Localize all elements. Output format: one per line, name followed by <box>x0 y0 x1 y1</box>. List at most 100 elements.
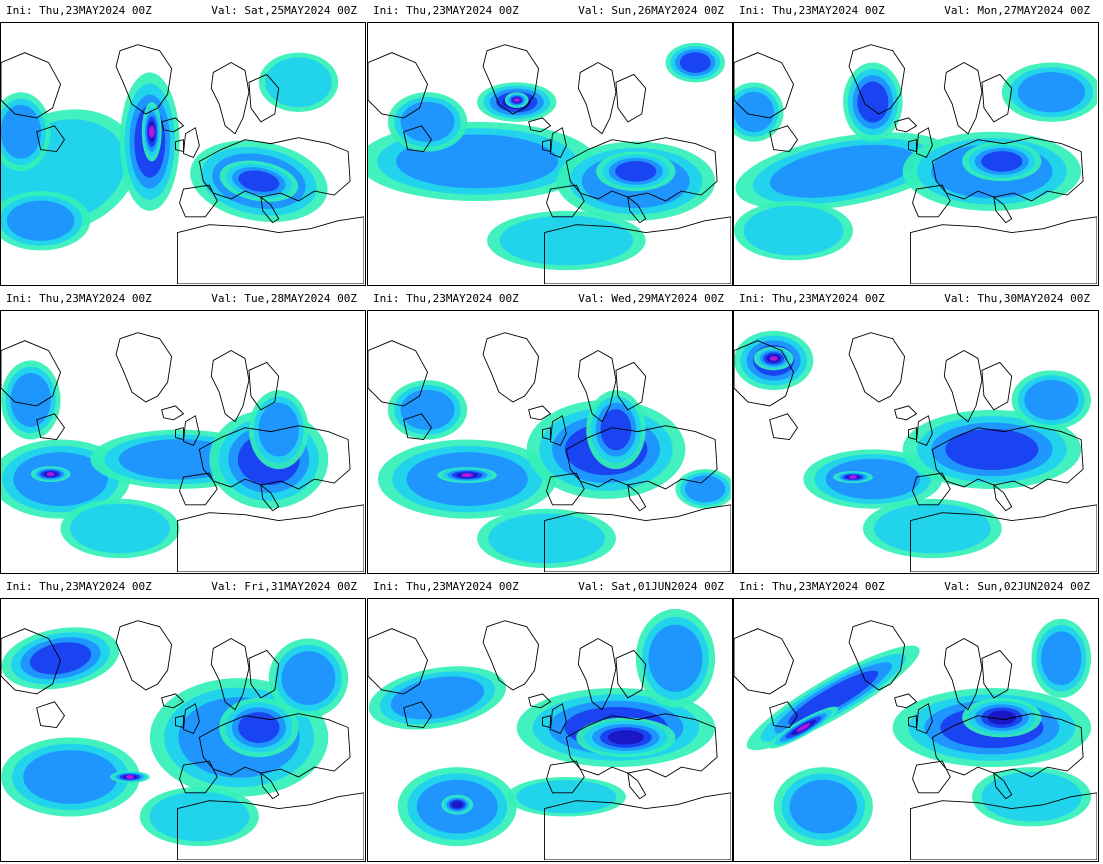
valid-time-label: Val: Sun,02JUN2024 00Z <box>944 580 1090 593</box>
coastline <box>546 472 585 506</box>
coastline <box>260 483 280 512</box>
coastline <box>210 638 250 711</box>
init-time-label: Ini: Thu,23MAY2024 00Z <box>6 4 152 17</box>
precip-contour <box>118 439 241 480</box>
precip-contour <box>1017 72 1086 113</box>
coastline <box>177 504 364 572</box>
valid-time-label: Val: Mon,27MAY2024 00Z <box>944 4 1090 17</box>
coastline <box>615 649 647 699</box>
precip-contour <box>788 670 879 726</box>
coastline <box>403 701 433 728</box>
panel-header: Ini: Thu,23MAY2024 00Z Val: Fri,31MAY2024… <box>0 576 367 598</box>
coastline <box>910 792 1097 860</box>
coastline <box>931 425 1084 490</box>
coastline <box>115 620 173 691</box>
coastline <box>115 332 173 403</box>
precip-contour <box>769 144 917 198</box>
init-time-label: Ini: Thu,23MAY2024 00Z <box>739 292 885 305</box>
coastline <box>544 216 731 284</box>
coastline <box>482 620 540 691</box>
precip-contour <box>743 205 844 256</box>
precip-contour <box>125 774 134 779</box>
precip-contour <box>513 98 520 103</box>
precipitation-map <box>733 22 1099 286</box>
coastline <box>981 361 1013 411</box>
map-field <box>368 608 731 860</box>
coastline <box>912 760 951 794</box>
panel-header: Ini: Thu,23MAY2024 00Z Val: Sun,26MAY2024… <box>367 0 734 22</box>
coastline <box>943 350 983 423</box>
precip-contour <box>461 473 474 478</box>
precip-contour <box>1024 379 1079 421</box>
precipitation-map <box>733 598 1099 862</box>
coastline <box>179 472 218 506</box>
coastline <box>565 425 718 490</box>
coastline <box>848 620 906 691</box>
coastline <box>198 137 351 202</box>
precip-contour <box>6 200 75 241</box>
coastline <box>542 427 551 441</box>
panel-header: Ini: Thu,23MAY2024 00Z Val: Tue,28MAY2024… <box>0 288 367 310</box>
coastline <box>36 413 66 440</box>
precip-contour <box>734 91 775 133</box>
coastline <box>981 73 1013 123</box>
coastline <box>482 44 540 115</box>
init-time-label: Ini: Thu,23MAY2024 00Z <box>739 580 885 593</box>
forecast-panel: Ini: Thu,23MAY2024 00Z Val: Sat,01JUN2024… <box>367 576 734 864</box>
coastline <box>943 62 983 135</box>
coastline <box>175 715 184 729</box>
coastline <box>565 137 718 202</box>
coastline <box>769 125 799 152</box>
coastline <box>1 628 61 695</box>
map-field <box>734 44 1097 284</box>
precipitation-map <box>0 22 366 286</box>
coastline <box>179 760 218 794</box>
coastline <box>615 73 647 123</box>
precip-contour <box>849 475 857 480</box>
coastline <box>36 701 66 728</box>
panel-header: Ini: Thu,23MAY2024 00Z Val: Thu,30MAY2024… <box>733 288 1100 310</box>
precip-contour <box>238 170 280 192</box>
coastline <box>577 62 617 135</box>
map-field <box>1 44 364 284</box>
forecast-panel: Ini: Thu,23MAY2024 00Z Val: Sat,25MAY2024… <box>0 0 367 288</box>
forecast-panel: Ini: Thu,23MAY2024 00Z Val: Tue,28MAY2024… <box>0 288 367 576</box>
precip-contour <box>648 624 703 692</box>
coastline <box>179 184 218 218</box>
precip-contour <box>769 356 778 361</box>
coastline <box>931 137 1084 202</box>
coastline <box>161 117 185 133</box>
coastline <box>577 638 617 711</box>
coastline <box>177 216 364 284</box>
coastline <box>161 693 185 709</box>
coastline <box>175 427 184 441</box>
precip-contour <box>981 151 1023 172</box>
forecast-panel: Ini: Thu,23MAY2024 00Z Val: Sun,02JUN2024… <box>733 576 1100 864</box>
coastline <box>161 405 185 421</box>
coastline <box>908 427 917 441</box>
precip-contour <box>516 780 617 814</box>
init-time-label: Ini: Thu,23MAY2024 00Z <box>6 580 152 593</box>
coastline <box>115 44 173 115</box>
map-field <box>734 330 1097 572</box>
precip-contour <box>238 712 280 743</box>
coastline <box>368 628 428 695</box>
coastline <box>565 713 718 778</box>
precip-contour <box>987 710 1017 725</box>
coastline <box>482 332 540 403</box>
precip-contour <box>608 730 644 745</box>
coastline <box>1 340 61 407</box>
precip-contour <box>265 57 332 108</box>
precip-contour <box>825 458 921 500</box>
coastline <box>769 701 799 728</box>
coastline <box>1 52 61 119</box>
coastline <box>734 340 794 407</box>
precipitation-map <box>0 598 366 862</box>
precip-contour <box>10 373 51 427</box>
coastline <box>544 792 731 860</box>
coastline <box>908 715 917 729</box>
precip-contour <box>29 642 92 675</box>
precipitation-map <box>367 22 733 286</box>
init-time-label: Ini: Thu,23MAY2024 00Z <box>739 4 885 17</box>
